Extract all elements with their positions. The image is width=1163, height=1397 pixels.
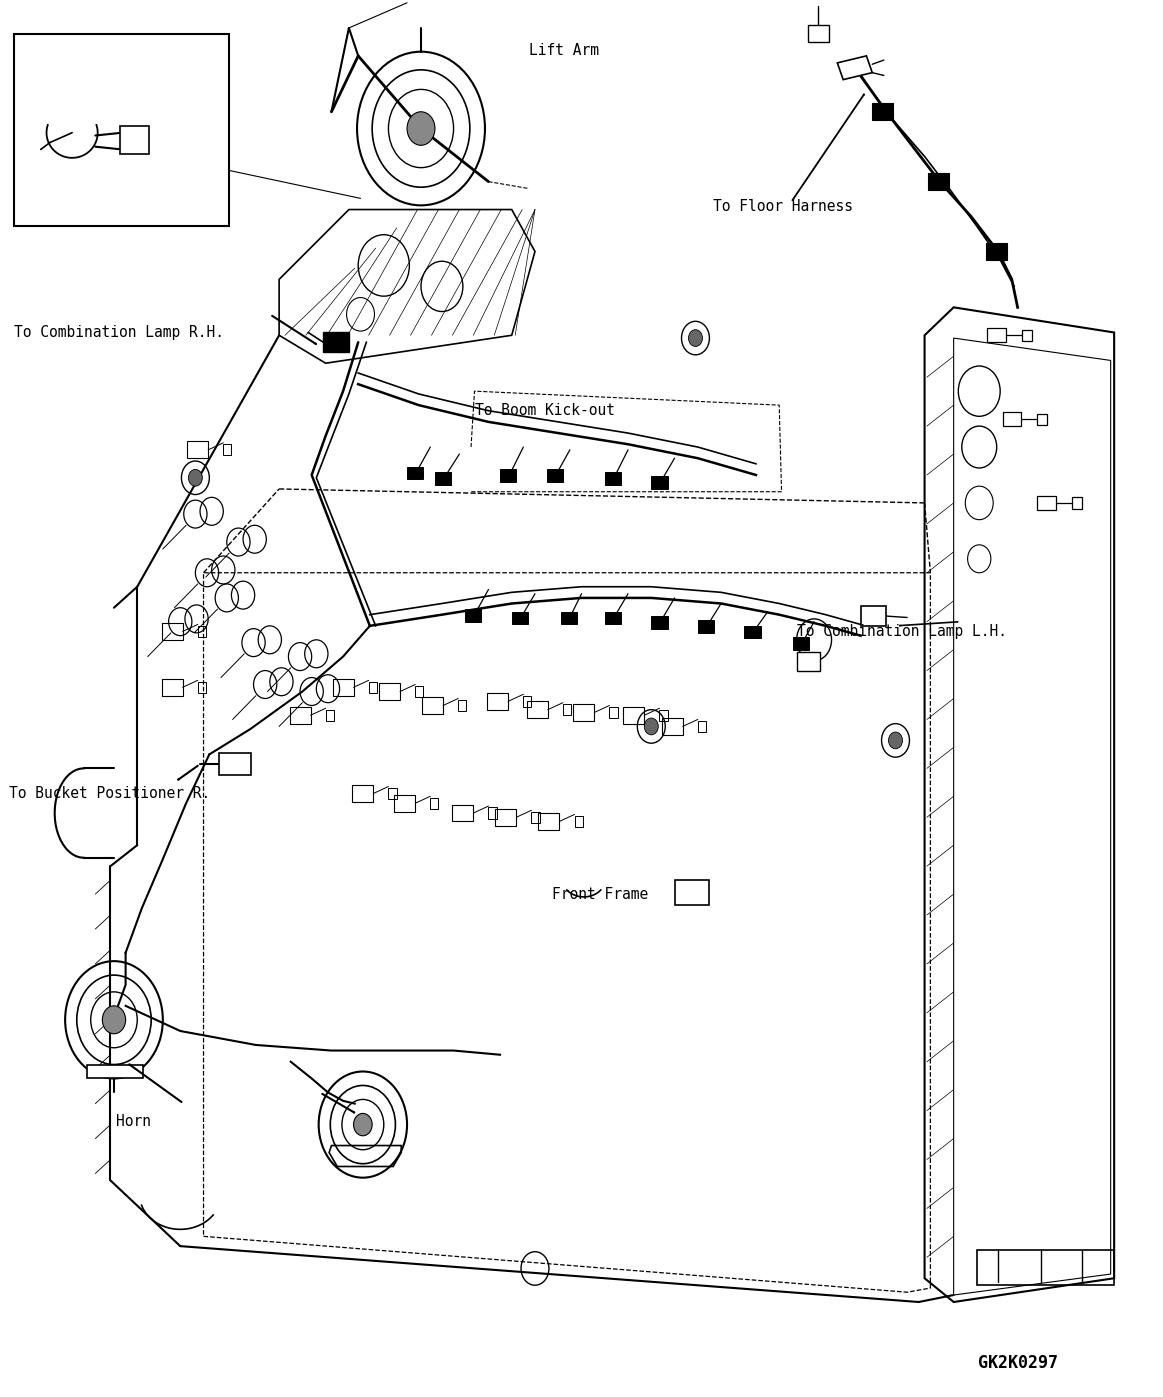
Circle shape bbox=[688, 330, 702, 346]
Text: To Bucket Positioner R.: To Bucket Positioner R. bbox=[9, 787, 211, 800]
Bar bbox=[415, 686, 423, 697]
Bar bbox=[198, 682, 206, 693]
Bar bbox=[458, 700, 466, 711]
Bar bbox=[219, 753, 251, 775]
Bar bbox=[698, 721, 706, 732]
Bar bbox=[407, 467, 423, 479]
Bar bbox=[662, 718, 683, 735]
Bar bbox=[512, 612, 528, 624]
Bar bbox=[527, 701, 548, 718]
Bar bbox=[797, 652, 820, 671]
Bar bbox=[987, 328, 1006, 342]
Text: To Floor Harness: To Floor Harness bbox=[713, 200, 852, 214]
Bar bbox=[563, 704, 571, 715]
Bar bbox=[379, 683, 400, 700]
Bar bbox=[369, 682, 377, 693]
Bar bbox=[1037, 496, 1056, 510]
Bar bbox=[223, 444, 231, 455]
Bar bbox=[487, 693, 508, 710]
Bar bbox=[465, 609, 481, 622]
Circle shape bbox=[889, 732, 902, 749]
Bar bbox=[659, 710, 668, 721]
Bar bbox=[872, 103, 893, 120]
Bar bbox=[575, 816, 583, 827]
Bar bbox=[162, 623, 183, 640]
Bar bbox=[488, 807, 497, 819]
Bar bbox=[861, 606, 886, 626]
Text: GK2K0297: GK2K0297 bbox=[978, 1355, 1057, 1372]
Bar bbox=[388, 788, 397, 799]
Bar bbox=[609, 707, 618, 718]
Bar bbox=[430, 798, 438, 809]
Text: Front Frame: Front Frame bbox=[552, 887, 649, 901]
Bar bbox=[986, 243, 1007, 260]
Bar bbox=[605, 612, 621, 624]
Bar bbox=[495, 809, 516, 826]
Bar bbox=[1072, 497, 1082, 509]
Circle shape bbox=[354, 1113, 372, 1136]
Bar bbox=[1037, 414, 1047, 425]
Bar bbox=[1003, 412, 1021, 426]
Bar bbox=[290, 707, 311, 724]
Circle shape bbox=[644, 718, 658, 735]
Text: To Boom Kick-out: To Boom Kick-out bbox=[475, 404, 614, 418]
Bar bbox=[547, 469, 563, 482]
Bar bbox=[623, 707, 644, 724]
Bar bbox=[531, 812, 540, 823]
Bar bbox=[675, 880, 709, 905]
Bar bbox=[651, 616, 668, 629]
Circle shape bbox=[102, 1006, 126, 1034]
Bar bbox=[698, 620, 714, 633]
Bar bbox=[500, 469, 516, 482]
Bar bbox=[87, 1065, 143, 1078]
Bar bbox=[744, 626, 761, 638]
Bar bbox=[198, 626, 206, 637]
Bar bbox=[1022, 330, 1032, 341]
Bar bbox=[14, 34, 229, 226]
Bar bbox=[394, 795, 415, 812]
Bar bbox=[573, 704, 594, 721]
Bar bbox=[120, 126, 149, 154]
Bar bbox=[793, 637, 809, 650]
Text: Lift Arm: Lift Arm bbox=[529, 43, 599, 59]
Bar bbox=[808, 25, 829, 42]
Text: To Combination Lamp R.H.: To Combination Lamp R.H. bbox=[14, 326, 224, 339]
Polygon shape bbox=[837, 56, 872, 80]
Bar bbox=[422, 697, 443, 714]
Circle shape bbox=[407, 112, 435, 145]
Bar bbox=[452, 805, 473, 821]
Bar bbox=[162, 679, 183, 696]
Bar bbox=[187, 441, 208, 458]
Bar bbox=[523, 696, 531, 707]
Text: To Combination Lamp L.H.: To Combination Lamp L.H. bbox=[797, 624, 1007, 638]
Bar bbox=[323, 332, 349, 352]
Bar bbox=[333, 679, 354, 696]
Bar bbox=[538, 813, 559, 830]
Bar bbox=[435, 472, 451, 485]
Bar bbox=[928, 173, 949, 190]
Text: Horn: Horn bbox=[116, 1115, 151, 1129]
Bar bbox=[561, 612, 577, 624]
Bar bbox=[605, 472, 621, 485]
Bar bbox=[326, 710, 334, 721]
Bar bbox=[651, 476, 668, 489]
Bar bbox=[352, 785, 373, 802]
Circle shape bbox=[188, 469, 202, 486]
